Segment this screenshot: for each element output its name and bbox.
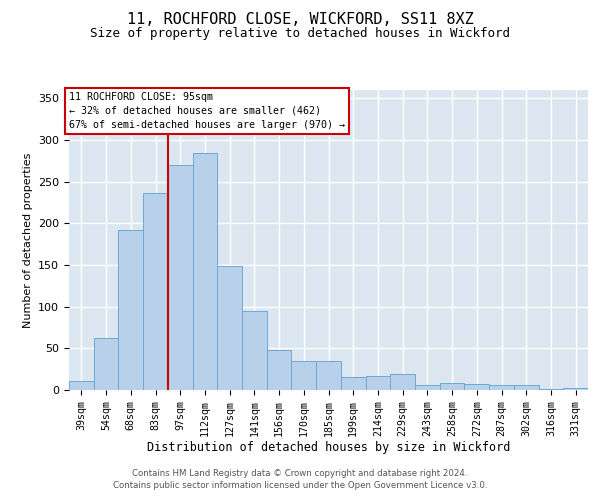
- Bar: [563, 388, 588, 390]
- Bar: [390, 374, 415, 390]
- Text: Size of property relative to detached houses in Wickford: Size of property relative to detached ho…: [90, 28, 510, 40]
- Text: Distribution of detached houses by size in Wickford: Distribution of detached houses by size …: [147, 441, 511, 454]
- Y-axis label: Number of detached properties: Number of detached properties: [23, 152, 32, 328]
- Text: Contains public sector information licensed under the Open Government Licence v3: Contains public sector information licen…: [113, 482, 487, 490]
- Bar: [193, 152, 217, 390]
- Bar: [514, 385, 539, 390]
- Bar: [341, 376, 365, 390]
- Bar: [69, 381, 94, 390]
- Bar: [267, 350, 292, 390]
- Bar: [168, 165, 193, 390]
- Bar: [143, 192, 168, 390]
- Text: 11, ROCHFORD CLOSE, WICKFORD, SS11 8XZ: 11, ROCHFORD CLOSE, WICKFORD, SS11 8XZ: [127, 12, 473, 28]
- Bar: [292, 361, 316, 390]
- Bar: [539, 389, 563, 390]
- Text: 11 ROCHFORD CLOSE: 95sqm
← 32% of detached houses are smaller (462)
67% of semi-: 11 ROCHFORD CLOSE: 95sqm ← 32% of detach…: [69, 92, 345, 130]
- Bar: [365, 376, 390, 390]
- Bar: [242, 311, 267, 390]
- Text: Contains HM Land Registry data © Crown copyright and database right 2024.: Contains HM Land Registry data © Crown c…: [132, 470, 468, 478]
- Bar: [489, 385, 514, 390]
- Bar: [464, 384, 489, 390]
- Bar: [316, 361, 341, 390]
- Bar: [415, 385, 440, 390]
- Bar: [118, 230, 143, 390]
- Bar: [217, 266, 242, 390]
- Bar: [94, 338, 118, 390]
- Bar: [440, 382, 464, 390]
